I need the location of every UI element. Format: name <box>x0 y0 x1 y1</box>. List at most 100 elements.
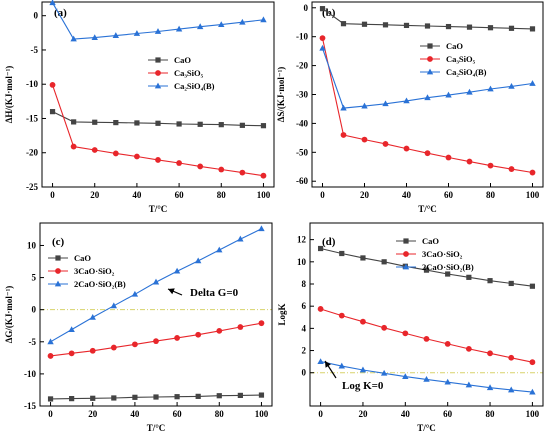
legend-label-c2s: 2CaO·SiO₂(B) <box>74 279 126 289</box>
annotation-arrowhead <box>325 361 331 368</box>
series-cao <box>49 109 267 129</box>
series-c3s <box>47 320 265 359</box>
data-point-cao <box>195 393 201 399</box>
data-point-c2s <box>152 278 160 285</box>
data-point-c3s <box>444 340 451 347</box>
data-point-c3s <box>508 166 515 172</box>
data-point-c3s <box>445 154 452 161</box>
data-point-c3s <box>49 82 56 88</box>
data-point-c3s <box>132 341 138 348</box>
legend-label-c3s: Ca₃SiO₅ <box>446 54 476 64</box>
legend-label-c2s: Ca₂SiO₄(B) <box>446 67 487 77</box>
data-point-cao <box>153 394 159 400</box>
x-axis-label: T/°C <box>147 423 166 433</box>
x-tick-label: 60 <box>173 409 183 419</box>
x-axis-label: T/°C <box>418 204 437 214</box>
series-cao <box>47 392 265 402</box>
x-tick-label: 60 <box>175 190 185 200</box>
legend: CaO Ca₃SiO₅ Ca₂SiO₄(B) <box>148 55 215 91</box>
x-tick-label: 0 <box>48 409 53 419</box>
legend-label-c2s: 2CaO·SiO₂(B) <box>422 262 474 272</box>
data-point-c3s <box>508 354 515 361</box>
y-axis-label: ΔG/(KJ·mol⁻¹) <box>4 286 14 344</box>
legend-marker-cao <box>427 43 433 49</box>
data-point-c3s <box>216 327 223 334</box>
data-point-cao <box>90 395 96 401</box>
data-point-c3s <box>529 169 536 176</box>
x-tick-label: 40 <box>130 409 140 419</box>
data-point-cao <box>487 25 494 31</box>
data-point-c2s <box>403 97 410 104</box>
data-point-cao <box>466 24 473 30</box>
y-tick-label: -15 <box>26 113 38 123</box>
data-point-cao <box>197 121 203 127</box>
legend-marker-c3s <box>55 268 61 274</box>
annotation-label: Log K=0 <box>342 380 384 392</box>
data-point-cao <box>445 23 452 30</box>
data-point-cao <box>174 394 180 400</box>
data-point-c2s <box>173 267 181 274</box>
data-point-c2s <box>194 257 202 264</box>
legend: CaO 3CaO·SiO₂ 2CaO·SiO₂(B) <box>396 236 474 272</box>
data-point-c3s <box>176 160 182 166</box>
y-axis-label: LogK <box>277 303 287 325</box>
y-tick-label: -10 <box>296 32 308 42</box>
data-point-c3s <box>91 147 98 153</box>
legend-marker-cao <box>155 57 161 63</box>
legend-label-c3s: Ca₃SiO₅ <box>174 68 204 78</box>
data-point-c3s <box>317 306 324 312</box>
series-c3s <box>49 82 267 179</box>
data-point-c3s <box>70 143 77 150</box>
legend-label-cao: CaO <box>174 55 191 65</box>
data-point-c3s <box>237 324 244 330</box>
data-point-c2s <box>340 104 347 111</box>
data-point-c2s <box>444 378 451 385</box>
y-tick-label: 0 <box>302 368 307 378</box>
x-axis-label: T/°C <box>149 204 168 214</box>
data-point-c2s <box>47 338 54 345</box>
data-point-c3s <box>381 324 388 331</box>
data-point-c3s <box>89 347 96 354</box>
legend-label-cao: CaO <box>446 41 463 51</box>
data-point-c2s <box>319 44 326 51</box>
data-point-cao <box>403 22 410 29</box>
data-point-cao <box>132 394 138 400</box>
data-point-c2s <box>133 30 141 36</box>
x-tick-label: 20 <box>360 190 370 200</box>
legend-marker-c2s <box>426 68 434 75</box>
data-point-c2s <box>359 366 367 373</box>
legend-marker-cao <box>55 255 61 261</box>
x-tick-label: 100 <box>257 190 271 200</box>
data-point-c2s <box>508 386 515 393</box>
data-point-c2s <box>110 302 118 309</box>
x-tick-label: 80 <box>486 409 496 419</box>
x-tick-label: 40 <box>402 190 412 200</box>
legend: CaO Ca₃SiO₅ Ca₂SiO₄(B) <box>420 41 487 77</box>
data-point-c3s <box>402 330 409 337</box>
legend-label-c2s: Ca₂SiO₄(B) <box>174 81 215 91</box>
data-point-c2s <box>423 375 430 382</box>
data-point-cao <box>466 274 472 280</box>
data-point-c3s <box>47 353 54 359</box>
plot-frame <box>309 222 544 407</box>
data-point-c3s <box>340 132 347 138</box>
panel-letter: (d) <box>322 236 336 248</box>
x-tick-label: 0 <box>50 190 55 200</box>
legend-marker-cao <box>403 238 409 244</box>
x-tick-label: 40 <box>401 409 411 419</box>
data-point-c3s <box>68 350 75 357</box>
data-point-cao <box>218 122 224 128</box>
data-point-c2s <box>260 16 267 23</box>
data-point-cao <box>113 119 119 126</box>
data-point-c3s <box>423 336 430 342</box>
data-point-cao <box>487 278 493 284</box>
data-point-c3s <box>174 335 180 341</box>
plot-frame <box>39 222 273 407</box>
data-point-c3s <box>153 338 159 345</box>
data-point-c2s <box>486 384 494 391</box>
data-point-c2s <box>237 235 244 242</box>
y-tick-label: 10 <box>297 257 307 267</box>
series-c2s <box>47 225 265 345</box>
y-tick-label: 0 <box>34 11 39 21</box>
y-tick-label: 10 <box>27 240 37 250</box>
